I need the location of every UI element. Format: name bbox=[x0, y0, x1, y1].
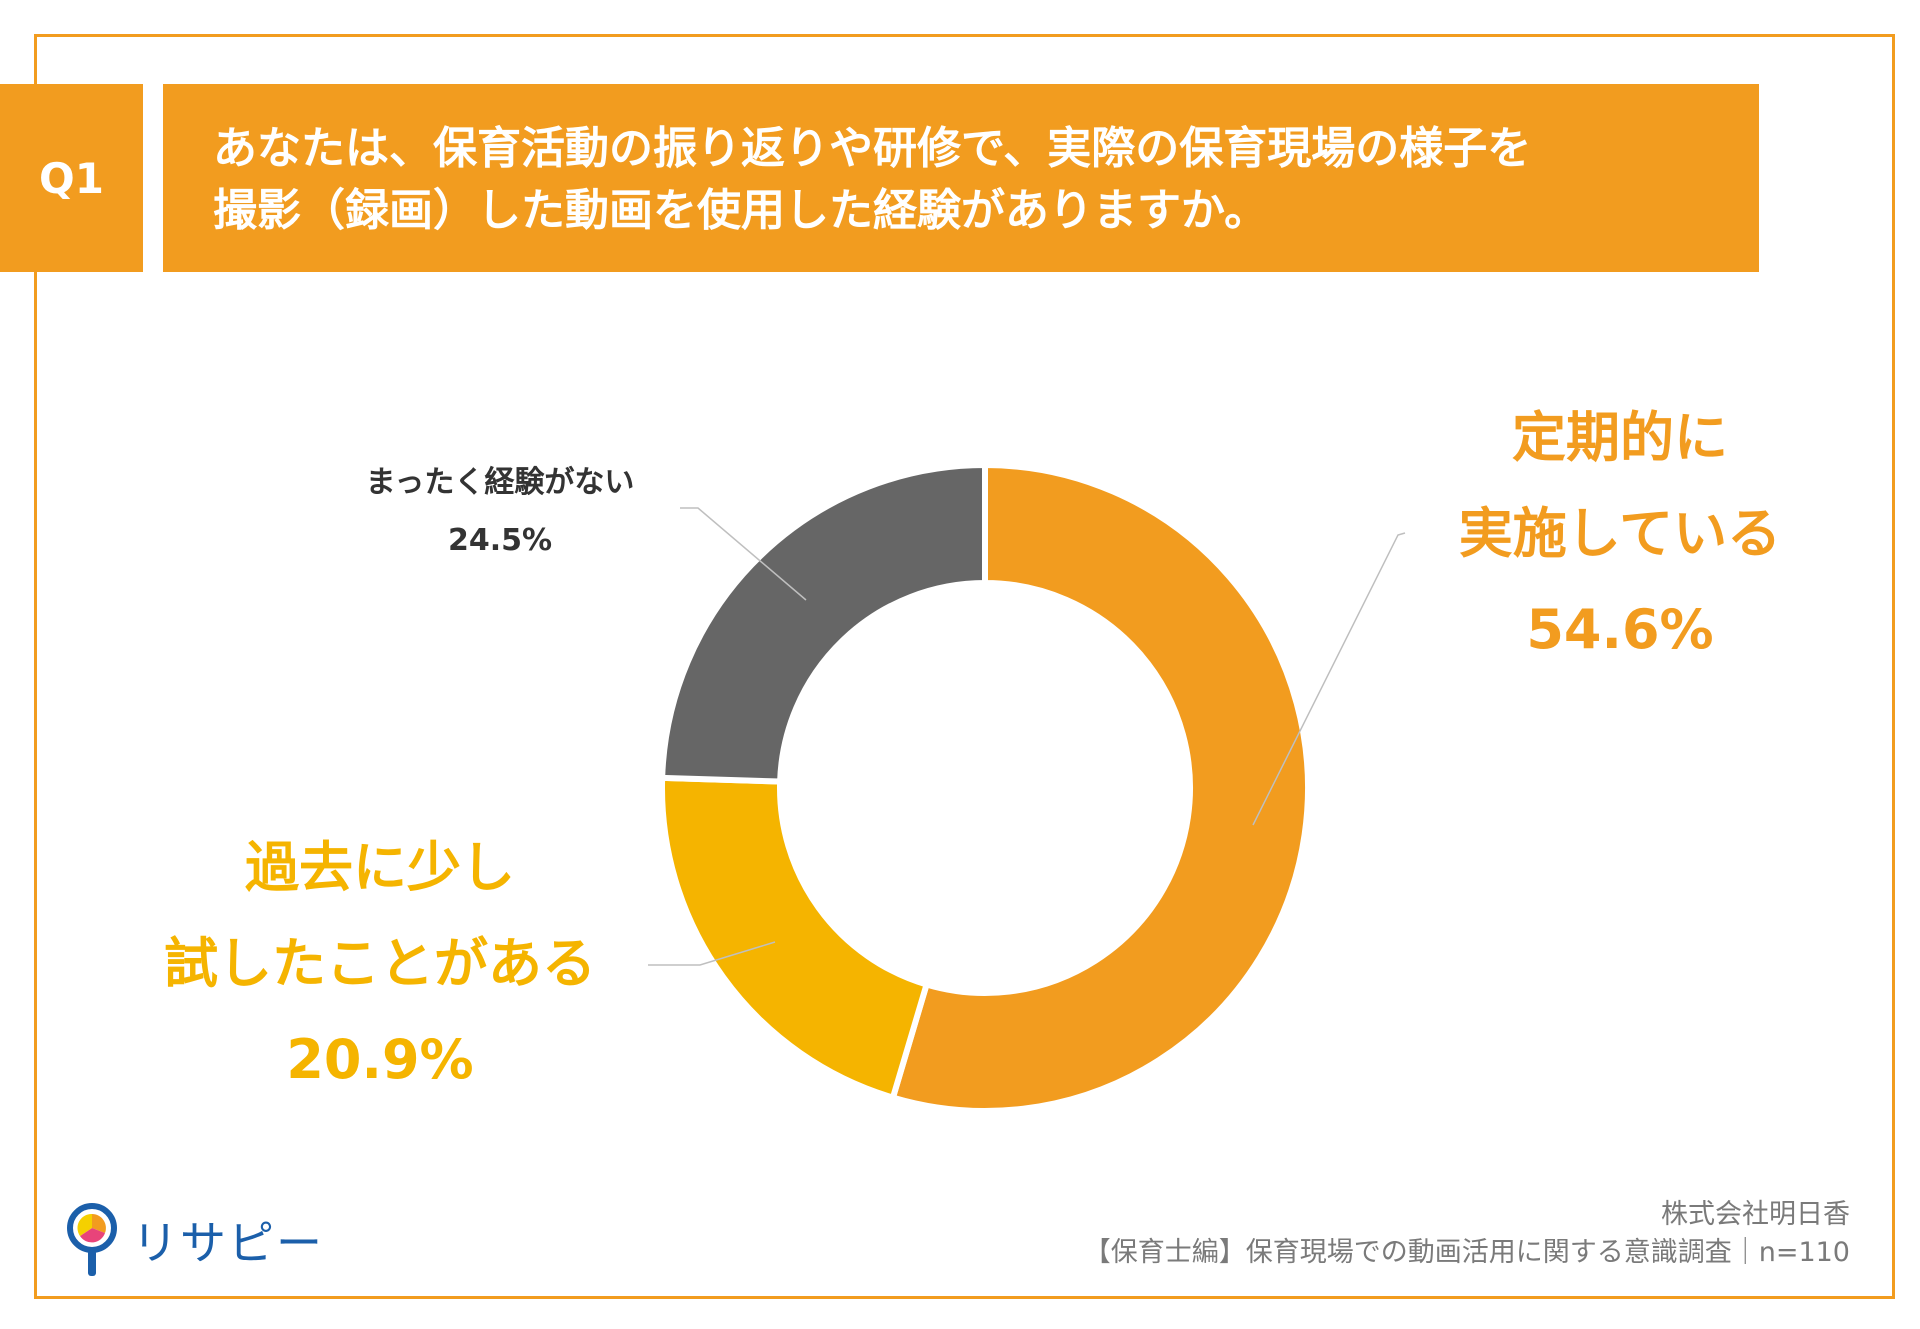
label-past-line1: 過去に少し bbox=[245, 836, 515, 899]
source-note: 株式会社明日香 【保育士編】保育現場での動画活用に関する意識調査｜n=110 bbox=[1084, 1196, 1850, 1272]
survey-name: 【保育士編】保育現場での動画活用に関する意識調査｜n=110 bbox=[1083, 1237, 1850, 1268]
question-badge: Q1 bbox=[0, 84, 143, 272]
label-past-line2: 試したことがある bbox=[164, 932, 596, 995]
pin-icon bbox=[67, 1203, 117, 1276]
label-regular-value: 54.6% bbox=[1526, 598, 1714, 661]
label-never-value: 24.5% bbox=[447, 523, 553, 558]
leader-line-past bbox=[648, 941, 776, 966]
question-line-2: 撮影（録画）した動画を使用した経験がありますか。 bbox=[213, 185, 1269, 236]
label-past: 過去に少し 試したことがある 20.9% bbox=[120, 820, 640, 1108]
logo-text: リサピー bbox=[132, 1216, 324, 1270]
label-regular-line2: 実施している bbox=[1458, 502, 1782, 565]
company-name: 株式会社明日香 bbox=[1661, 1199, 1850, 1230]
label-regular-line1: 定期的に bbox=[1512, 406, 1728, 469]
label-never: まったく経験がない 24.5% bbox=[330, 454, 670, 570]
label-regular: 定期的に 実施している 54.6% bbox=[1420, 390, 1820, 678]
slice-past bbox=[659, 774, 931, 1102]
risapy-logo: リサピー bbox=[66, 1200, 324, 1280]
label-never-line1: まったく経験がない bbox=[365, 465, 635, 500]
outer-frame bbox=[34, 34, 1895, 1299]
question-line-1: あなたは、保育活動の振り返りや研修で、実際の保育現場の様子を bbox=[213, 123, 1532, 174]
leader-line-regular bbox=[1252, 532, 1406, 826]
slice-regular bbox=[889, 461, 1312, 1114]
slice-never bbox=[659, 461, 988, 785]
label-past-value: 20.9% bbox=[286, 1028, 474, 1091]
leader-line-never bbox=[680, 507, 807, 601]
question-title: あなたは、保育活動の振り返りや研修で、実際の保育現場の様子を 撮影（録画）した動… bbox=[163, 84, 1759, 272]
